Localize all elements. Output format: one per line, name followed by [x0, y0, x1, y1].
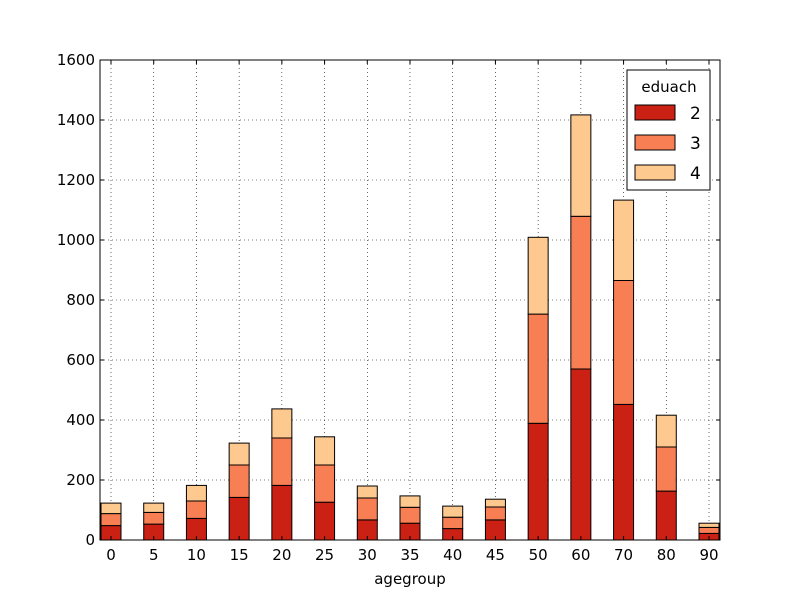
y-tick-label: 600 — [66, 351, 95, 369]
y-tick-label: 1600 — [57, 51, 95, 69]
bar-segment-3-5 — [143, 511, 165, 525]
axis-ticks — [100, 59, 720, 541]
legend-swatch-3 — [634, 134, 676, 151]
y-tick-label: 800 — [66, 291, 95, 309]
x-tick-label: 5 — [149, 546, 159, 564]
bar-segment-3-50 — [527, 313, 549, 424]
x-tick-label: 40 — [443, 546, 462, 564]
bar-segment-4-20 — [271, 408, 293, 439]
bar-segment-4-35 — [399, 495, 421, 508]
bar-segment-4-70 — [613, 199, 635, 282]
y-tick-label: 400 — [66, 411, 95, 429]
bar-segment-2-15 — [228, 496, 250, 541]
legend-items: 2 3 4 — [634, 104, 701, 184]
legend-label-2: 2 — [690, 104, 701, 124]
legend-label-4: 4 — [690, 164, 701, 184]
bar-segment-4-25 — [314, 436, 336, 466]
x-tick-label: 0 — [106, 546, 116, 564]
legend-swatch-2 — [634, 104, 676, 121]
bar-segment-4-5 — [143, 502, 165, 513]
bar-segment-4-45 — [484, 498, 506, 508]
x-tick-label: 45 — [486, 546, 505, 564]
y-tick-label: 200 — [66, 471, 95, 489]
bar-segment-3-70 — [613, 280, 635, 405]
bar-segment-3-15 — [228, 464, 250, 498]
bar-segment-4-80 — [655, 414, 677, 448]
x-tick-label: 10 — [187, 546, 206, 564]
x-tick-label: 20 — [272, 546, 291, 564]
x-tick-labels: 0 5 10 15 20 25 30 35 40 45 50 60 70 80 90 — [106, 546, 718, 564]
bar-segment-2-80 — [655, 490, 677, 541]
bar-segment-4-15 — [228, 442, 250, 466]
x-tick-label: 15 — [230, 546, 249, 564]
bar-segment-3-40 — [442, 516, 464, 530]
bar-segment-3-80 — [655, 446, 677, 492]
y-tick-label: 0 — [85, 531, 95, 549]
bar-segment-3-60 — [570, 215, 592, 370]
bar-segment-2-60 — [570, 368, 592, 541]
x-tick-label: 60 — [571, 546, 590, 564]
y-tick-label: 1000 — [57, 231, 95, 249]
bar-segment-3-0 — [100, 513, 122, 527]
bar-segment-3-10 — [185, 500, 207, 519]
bar-segment-4-90 — [698, 522, 720, 528]
bar-segment-2-25 — [314, 501, 336, 541]
x-axis-label: agegroup — [374, 570, 446, 588]
bar-segment-3-25 — [314, 464, 336, 503]
bar-segment-4-0 — [100, 502, 122, 515]
bar-segment-4-60 — [570, 114, 592, 217]
y-tick-label: 1200 — [57, 171, 95, 189]
bar-segment-4-50 — [527, 236, 549, 315]
x-tick-label: 50 — [529, 546, 548, 564]
bar-segment-2-50 — [527, 422, 549, 541]
legend-title: eduach — [641, 78, 696, 96]
legend-swatch-4 — [634, 164, 676, 181]
bar-segment-3-45 — [484, 506, 506, 521]
x-tick-label: 35 — [400, 546, 419, 564]
y-tick-labels: 0 200 400 600 800 1000 1200 1400 1600 — [57, 51, 95, 549]
legend-label-3: 3 — [690, 134, 701, 154]
bar-segment-3-20 — [271, 437, 293, 486]
bar-segment-4-40 — [442, 505, 464, 518]
y-tick-label: 1400 — [57, 111, 95, 129]
legend: eduach 2 3 4 — [626, 69, 711, 191]
bar-segment-3-90 — [698, 526, 720, 534]
bar-segment-4-10 — [185, 484, 207, 502]
bar-segment-3-30 — [356, 497, 378, 521]
bar-segment-4-30 — [356, 485, 378, 499]
bar-segment-2-20 — [271, 484, 293, 541]
bar-segment-2-70 — [613, 403, 635, 541]
x-tick-label: 30 — [358, 546, 377, 564]
x-tick-label: 25 — [315, 546, 334, 564]
x-tick-label: 70 — [614, 546, 633, 564]
bar-segment-3-35 — [399, 506, 421, 524]
x-tick-label: 80 — [657, 546, 676, 564]
x-tick-label: 90 — [699, 546, 718, 564]
